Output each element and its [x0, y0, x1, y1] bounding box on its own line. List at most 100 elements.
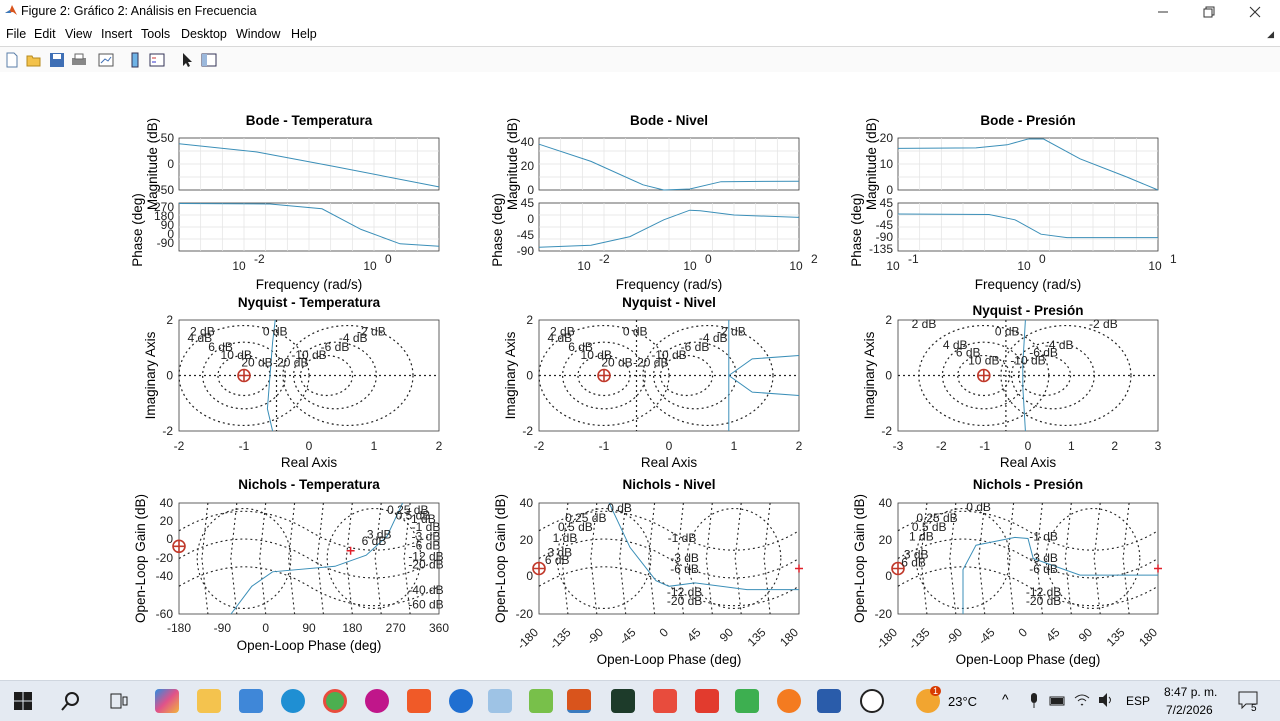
nyq_nivel-x-tick: 1	[731, 439, 738, 453]
wifi-icon[interactable]	[1073, 692, 1091, 708]
close-button[interactable]	[1232, 0, 1278, 24]
plot-grid: Bode - Temperatura500-50270180900-90Magn…	[130, 113, 1177, 667]
menu-insert[interactable]: Insert	[101, 27, 133, 41]
nic_nivel-x-tick: 45	[684, 625, 704, 645]
nyq_nivel-m-circle	[642, 324, 774, 427]
nic_presion-y-tick: 40	[879, 496, 893, 510]
chrome-browser-icon[interactable]	[323, 689, 347, 713]
nic_presion-db-label: 1 dB	[909, 530, 934, 544]
app-f-icon[interactable]	[611, 689, 635, 713]
notification-icon[interactable]	[1238, 691, 1258, 709]
bode_presion-freq-exp: 0	[1039, 252, 1046, 266]
nyq_nivel-m-circle	[653, 341, 737, 410]
nyq_presion-title: Nyquist - Presión	[972, 303, 1083, 318]
nic_nivel-n-contour	[705, 502, 713, 615]
nic_temp-n-contour	[374, 502, 382, 615]
menu-window[interactable]: Window	[236, 27, 281, 41]
pointer-icon[interactable]	[178, 51, 196, 69]
copilot-icon[interactable]	[155, 689, 179, 713]
menu-file[interactable]: File	[6, 27, 27, 41]
nyq_nivel-x-tick: 0	[666, 439, 673, 453]
nic_presion-n-contour	[1093, 502, 1101, 615]
file-explorer-icon[interactable]	[197, 689, 221, 713]
link-plot-icon[interactable]	[97, 51, 115, 69]
wps-office-icon[interactable]	[695, 689, 719, 713]
microsoft-store-icon[interactable]	[239, 689, 263, 713]
nyq_nivel-critical-point-cross	[598, 369, 610, 382]
nyq_temp-db-label: -6 dB	[321, 340, 350, 354]
nyq_presion-db-label: -6 dB	[1029, 346, 1058, 360]
clock-date[interactable]: 7/2/2026	[1166, 703, 1213, 717]
menu-edit[interactable]: Edit	[34, 27, 56, 41]
dock-arrow-icon[interactable]: ◢	[1267, 29, 1274, 39]
menu-help[interactable]: Help	[291, 27, 317, 41]
nic_temp-n-contour	[259, 502, 267, 615]
nic_nivel-m-contour	[538, 566, 800, 607]
nyq_nivel-x-tick: -1	[599, 439, 610, 453]
close-icon	[1249, 6, 1261, 18]
windows-start-icon[interactable]	[11, 689, 35, 713]
nyq_nivel-db-label: -2 dB	[717, 325, 746, 339]
nic_nivel-db-label: 1 dB	[553, 531, 578, 545]
nic_temp-ylabel: Open-Loop Gain (dB)	[133, 494, 148, 623]
restore-button[interactable]	[1186, 0, 1232, 24]
app-green-icon[interactable]	[735, 689, 759, 713]
property-inspector-icon[interactable]	[200, 51, 218, 69]
app-blue-circle-icon[interactable]	[449, 689, 473, 713]
nic_presion-y-tick: 20	[879, 533, 893, 547]
weather-temperature[interactable]: 23°C	[948, 694, 978, 709]
word-icon[interactable]	[817, 689, 841, 713]
microphone-icon[interactable]	[1027, 692, 1041, 710]
bode_presion-xlabel: Frequency (rad/s)	[975, 277, 1082, 292]
open-file-icon[interactable]	[25, 51, 43, 69]
nic_temp-db-label: -40 dB	[408, 583, 443, 597]
window-title: Figure 2: Gráfico 2: Análisis en Frecuen…	[21, 4, 257, 18]
nyq_temp-x-tick: 0	[306, 439, 313, 453]
app-clock-icon[interactable]	[860, 689, 884, 713]
language-indicator[interactable]: ESP	[1126, 694, 1151, 708]
bode_nivel-freq-tick: 10	[789, 259, 803, 273]
nyq_presion-db-label: 6 dB	[956, 346, 981, 360]
colorbar-icon[interactable]	[126, 51, 144, 69]
nyq_temp-db-label: -2 dB	[357, 325, 386, 339]
search-icon[interactable]	[59, 689, 83, 713]
nic_nivel-n-contour	[561, 502, 569, 615]
nic_presion-n-contour	[1064, 502, 1072, 615]
save-icon[interactable]	[48, 51, 66, 69]
nyq_temp-x-tick: 1	[371, 439, 378, 453]
edge-browser-icon[interactable]	[281, 689, 305, 713]
nyq_nivel-db-label: -20 dB	[633, 356, 668, 370]
menu-tools[interactable]: Tools	[141, 27, 171, 41]
app-red-arrow-icon[interactable]	[653, 689, 677, 713]
new-figure-icon[interactable]	[3, 51, 21, 69]
menu-view[interactable]: View	[65, 27, 92, 41]
legend-icon[interactable]	[148, 51, 166, 69]
app-cube-icon[interactable]	[529, 689, 553, 713]
nic_temp-x-tick: -180	[167, 621, 191, 635]
nyq_temp-m-circle	[282, 324, 414, 427]
app-window-icon[interactable]	[488, 689, 512, 713]
nic_presion-db-label: 3 dB	[904, 548, 929, 562]
nic_temp-m-contour	[326, 507, 422, 609]
menu-desktop[interactable]: Desktop	[181, 27, 227, 41]
clock-time[interactable]: 8:47 p. m.	[1164, 685, 1218, 699]
nic_temp-nichols-curve	[230, 502, 404, 615]
nic_presion-critical-point-cross	[892, 562, 904, 575]
nyq_nivel-db-label: 4 dB	[547, 331, 572, 345]
print-icon[interactable]	[70, 51, 88, 69]
volume-icon[interactable]	[1097, 692, 1115, 708]
nyq_presion-db-label: -4 dB	[1045, 338, 1074, 352]
task-view-icon[interactable]	[107, 689, 131, 713]
matlab-taskbar-icon[interactable]	[567, 689, 591, 713]
bode_presion-phase-tick: -45	[876, 218, 894, 232]
bode_presion-freq-tick: 10	[886, 259, 900, 273]
app-purple-icon[interactable]	[365, 689, 389, 713]
nic_presion-db-label: -20 dB	[1026, 594, 1061, 608]
nyq_temp-critical-point-cross	[238, 369, 250, 382]
app-orange-icon[interactable]	[777, 689, 801, 713]
chevron-up-icon[interactable]: ^	[1002, 691, 1009, 707]
battery-icon[interactable]	[1049, 695, 1067, 707]
minimize-button[interactable]	[1140, 0, 1186, 24]
nyq_presion-critical-point	[976, 368, 991, 383]
brave-browser-icon[interactable]	[407, 689, 431, 713]
